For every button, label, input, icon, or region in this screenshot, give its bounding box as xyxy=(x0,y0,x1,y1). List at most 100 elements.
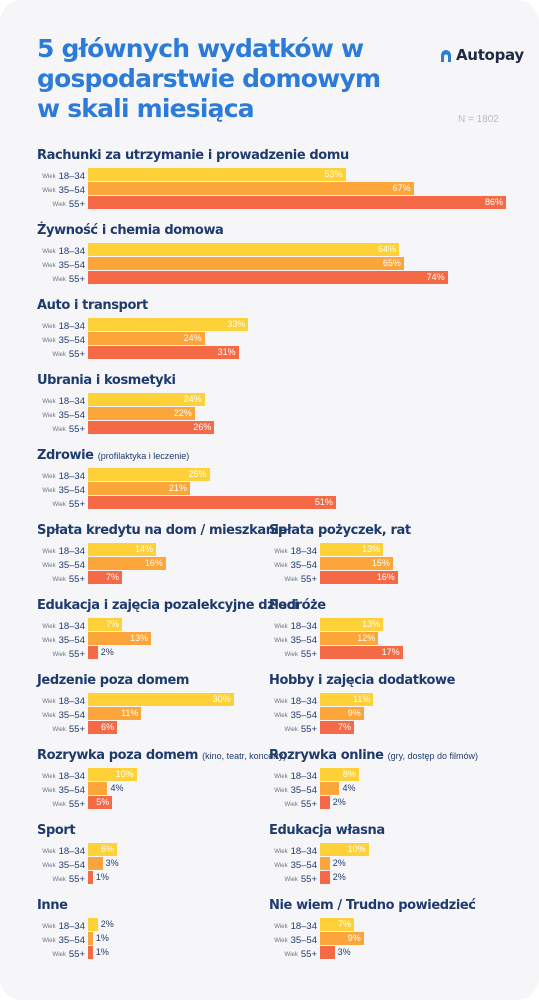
age-group-label: Wiek 18–34 xyxy=(37,618,85,632)
bar-row: Wiek 18–34 53% xyxy=(37,168,507,182)
category-name: Żywność i chemia domowa xyxy=(37,223,224,238)
age-group-label: Wiek 55+ xyxy=(269,796,317,810)
category-group: Podróże Wiek 18–34 13% Wiek 35–54 12% Wiek 55+ 17… xyxy=(269,598,499,664)
bar-value-label: 13% xyxy=(362,619,381,629)
category-title: Nie wiem / Trudno powiedzieć xyxy=(269,898,476,913)
category-note: (gry, dostęp do filmów) xyxy=(387,751,479,761)
bar-35-54: 12% xyxy=(320,632,379,645)
bar-row: Wiek 35–54 11% xyxy=(37,707,267,721)
age-group-label: Wiek 55+ xyxy=(37,196,85,210)
category-title: Zdrowie (profilaktyka i leczenie) xyxy=(37,448,189,463)
bar-value-label: 2% xyxy=(332,797,346,807)
age-prefix: Wiek xyxy=(52,577,66,583)
age-range: 18–34 xyxy=(58,621,85,632)
age-prefix: Wiek xyxy=(274,788,288,794)
brand-logo: Autopay xyxy=(440,45,524,65)
age-range: 35–54 xyxy=(58,935,85,946)
age-range: 18–34 xyxy=(58,321,85,332)
bar-35-54: 9% xyxy=(320,932,364,945)
category-group: Spłata pożyczek, rat Wiek 18–34 13% Wiek 35–5… xyxy=(269,523,499,589)
bar-row: Wiek 55+ 1% xyxy=(37,946,267,960)
age-group-label: Wiek 35–54 xyxy=(37,407,85,421)
age-group-label: Wiek 35–54 xyxy=(37,932,85,946)
age-range: 18–34 xyxy=(58,471,85,482)
bar-row: Wiek 55+ 31% xyxy=(37,346,507,360)
age-prefix: Wiek xyxy=(42,413,56,419)
bar-row: Wiek 18–34 8% xyxy=(269,768,499,782)
category-title: Jedzenie poza domem xyxy=(37,673,189,688)
age-group-label: Wiek 55+ xyxy=(37,571,85,585)
age-prefix: Wiek xyxy=(42,338,56,344)
age-range: 18–34 xyxy=(58,696,85,707)
bar-row: Wiek 35–54 9% xyxy=(269,707,499,721)
age-group-label: Wiek 35–54 xyxy=(37,632,85,646)
age-prefix: Wiek xyxy=(274,938,288,944)
bar-row: Wiek 18–34 7% xyxy=(269,918,499,932)
bar-row: Wiek 18–34 25% xyxy=(37,468,507,482)
bar-35-54: 3% xyxy=(88,857,119,870)
bar-value-label: 9% xyxy=(347,708,361,718)
bar-row: Wiek 18–34 33% xyxy=(37,318,507,332)
bar-18-34: 10% xyxy=(320,843,369,856)
age-prefix: Wiek xyxy=(42,474,56,480)
category-name: Rachunki za utrzymanie i prowadzenie dom… xyxy=(37,148,349,163)
age-range: 55+ xyxy=(300,799,317,810)
bar-value-label: 74% xyxy=(426,272,445,282)
bar-35-54: 15% xyxy=(320,557,393,570)
category-title: Rozrywka online (gry, dostęp do filmów) xyxy=(269,748,478,763)
bar-18-34: 2% xyxy=(88,918,114,931)
bar-row: Wiek 35–54 16% xyxy=(37,557,267,571)
bar-55-plus: 86% xyxy=(88,196,506,209)
age-prefix: Wiek xyxy=(284,877,298,883)
bar-value-label: 30% xyxy=(212,694,231,704)
bar-row: Wiek 18–34 2% xyxy=(37,918,267,932)
category-group: Rozrywka online (gry, dostęp do filmów) W… xyxy=(269,748,499,814)
age-range: 35–54 xyxy=(290,710,317,721)
bar-row: Wiek 35–54 21% xyxy=(37,482,507,496)
age-range: 55+ xyxy=(300,724,317,735)
category-name: Spłata pożyczek, rat xyxy=(269,523,411,538)
age-prefix: Wiek xyxy=(274,638,288,644)
bar-row: Wiek 55+ 2% xyxy=(269,871,499,885)
age-prefix: Wiek xyxy=(42,624,56,630)
category-group: Edukacja i zajęcia pozalekcyjne dzieci Wi… xyxy=(37,598,299,664)
bar-row: Wiek 35–54 67% xyxy=(37,182,507,196)
age-group-label: Wiek 18–34 xyxy=(37,243,85,257)
age-group-label: Wiek 55+ xyxy=(269,721,317,735)
bar-18-34: 64% xyxy=(88,243,400,256)
bar-row: Wiek 35–54 2% xyxy=(269,857,499,871)
age-range: 18–34 xyxy=(290,696,317,707)
age-prefix: Wiek xyxy=(42,563,56,569)
bar-18-34: 13% xyxy=(320,618,384,631)
category-name: Edukacja własna xyxy=(269,823,385,838)
age-group-label: Wiek 55+ xyxy=(37,496,85,510)
bar-value-label: 13% xyxy=(130,633,149,643)
bar-18-34: 30% xyxy=(88,693,234,706)
age-range: 55+ xyxy=(68,199,85,210)
bar-value-label: 86% xyxy=(484,197,503,207)
age-prefix: Wiek xyxy=(42,699,56,705)
age-group-label: Wiek 55+ xyxy=(269,571,317,585)
age-group-label: Wiek 55+ xyxy=(37,646,85,660)
category-group: Sport Wiek 18–34 6% Wiek 35–54 3% Wiek 55+ 1% xyxy=(37,823,267,889)
bar-55-plus: 1% xyxy=(88,871,109,884)
category-group: Zdrowie (profilaktyka i leczenie) Wiek 18–… xyxy=(37,448,507,514)
age-group-label: Wiek 18–34 xyxy=(269,543,317,557)
category-title: Rozrywka poza domem (kino, teatr, koncer… xyxy=(37,748,286,763)
bar-value-label: 11% xyxy=(121,708,139,718)
bar-row: Wiek 35–54 22% xyxy=(37,407,507,421)
bar-value-label: 9% xyxy=(347,933,361,943)
bar-55-plus: 7% xyxy=(88,571,123,584)
age-group-label: Wiek 55+ xyxy=(37,871,85,885)
age-prefix: Wiek xyxy=(52,277,66,283)
bar-value-label: 3% xyxy=(337,947,351,957)
bar-value-label: 53% xyxy=(324,169,343,179)
bar-18-34: 7% xyxy=(88,618,123,631)
bar-value-label: 16% xyxy=(144,558,163,568)
bar-18-34: 13% xyxy=(320,543,384,556)
bar-row: Wiek 55+ 26% xyxy=(37,421,507,435)
bar-value-label: 22% xyxy=(173,408,192,418)
age-range: 55+ xyxy=(68,274,85,285)
bar-value-label: 2% xyxy=(332,872,346,882)
